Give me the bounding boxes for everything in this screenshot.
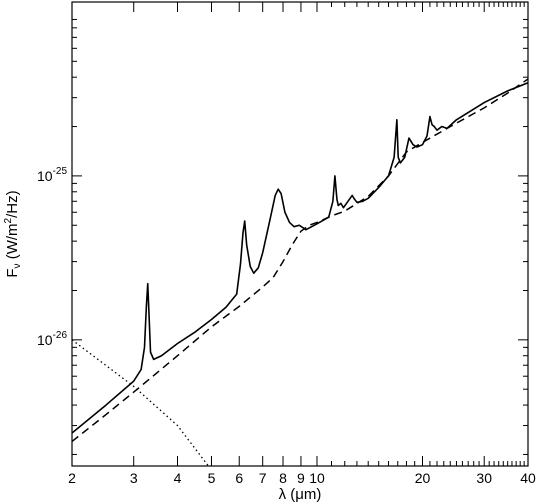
y-axis-label-close: /Hz) [4,190,21,218]
x-tick-label: 2 [68,470,76,486]
x-tick-label: 7 [259,470,267,486]
plot-frame [71,1,529,467]
y-axis-label: Fν (W/m2/Hz) [3,190,23,277]
x-tick-label: 8 [279,470,287,486]
y-axis-label-sup: 2 [3,217,14,223]
x-tick-label: 20 [415,470,431,486]
y-tick-label: 10-26 [37,330,67,348]
y-tick-label: 10-25 [37,166,67,184]
x-axis-label: λ (μm) [279,486,322,503]
x-tick-label: 30 [476,470,492,486]
series-line-dashed [72,78,528,443]
x-tick-label: 3 [130,470,138,486]
x-tick-label: 4 [174,470,182,486]
series-line-solid [72,81,528,434]
y-axis-label-sub: ν [12,263,23,268]
label-layer: 2 3 4 5 6 7 8 9 10 20 30 40 10-26 10-25 [37,166,536,486]
tick-layer [71,2,529,466]
x-tick-label: 5 [208,470,216,486]
x-tick-label: 40 [520,470,536,486]
series-line-dotted [72,339,209,466]
x-tick-label: 10 [309,470,325,486]
x-tick-label: 9 [297,470,305,486]
series-layer [72,78,528,466]
y-axis-label-open: (W/m [4,223,21,263]
x-tick-label: 6 [235,470,243,486]
y-axis-label-base: F [4,268,21,277]
